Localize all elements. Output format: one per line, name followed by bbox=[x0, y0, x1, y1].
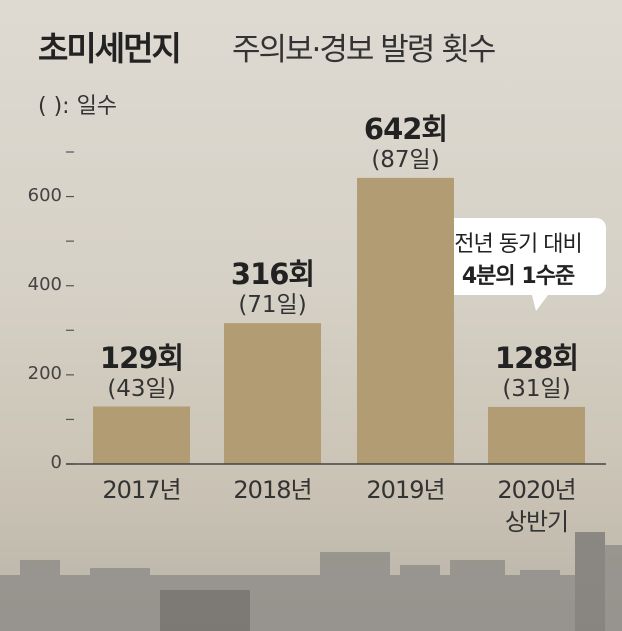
annotation: 전년 동기 대비 bbox=[454, 232, 582, 257]
bar bbox=[93, 406, 190, 464]
bar bbox=[224, 323, 321, 464]
value-label: 642회 bbox=[363, 111, 448, 146]
y-tick-label: 400 bbox=[27, 273, 62, 295]
subtitle: 주의보·경보 발령 횟수 bbox=[232, 32, 496, 68]
day-label: (31일) bbox=[502, 375, 571, 402]
day-label: (71일) bbox=[238, 292, 307, 319]
x-tick-label: 2020년 상반기 bbox=[497, 476, 576, 536]
y-tick-label: 200 bbox=[27, 362, 62, 384]
note: ( ): 일수 bbox=[38, 94, 118, 119]
skyline bbox=[0, 532, 622, 631]
y-tick-label: 0 bbox=[50, 452, 62, 473]
bar bbox=[488, 406, 585, 464]
title: 초미세먼지 bbox=[38, 29, 182, 68]
y-tick-label: 600 bbox=[27, 184, 62, 206]
annotation: 4분의 1수준 bbox=[461, 264, 575, 289]
callout-box bbox=[432, 218, 606, 311]
day-label: (43일) bbox=[107, 375, 176, 402]
x-tick-label: 2019년 bbox=[366, 476, 445, 504]
x-tick-label: 2017년 bbox=[102, 476, 181, 504]
value-label: 316회 bbox=[230, 257, 315, 292]
value-label: 129회 bbox=[99, 340, 184, 375]
day-label: (87일) bbox=[371, 146, 440, 173]
x-tick-label: 2018년 bbox=[233, 476, 312, 504]
value-label: 128회 bbox=[494, 340, 579, 375]
bar bbox=[357, 177, 454, 464]
